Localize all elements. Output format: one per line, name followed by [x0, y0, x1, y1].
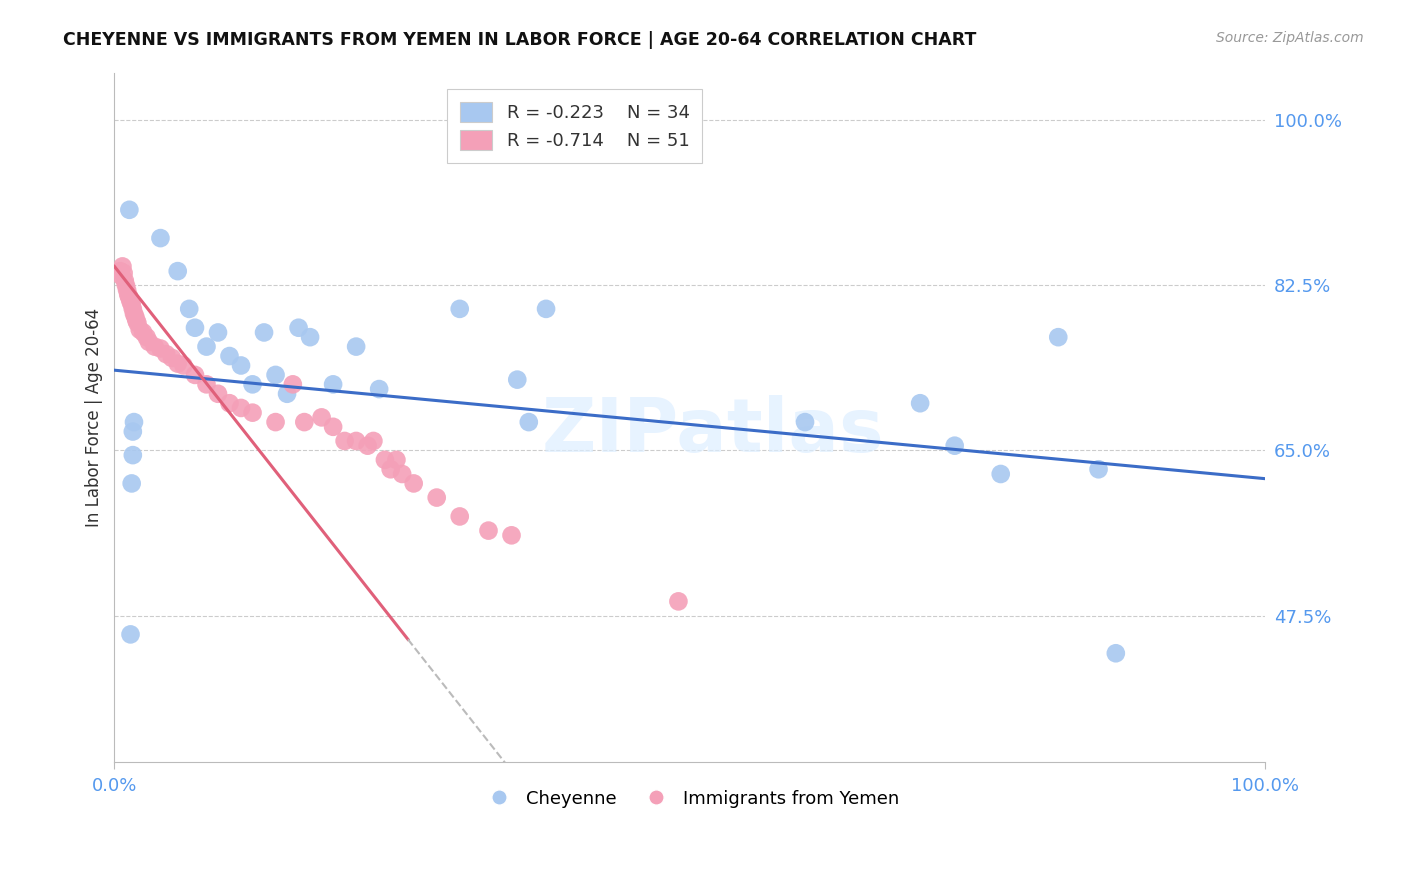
Point [207, 326, 229, 340]
Point [322, 377, 344, 392]
Point [120, 627, 142, 641]
Text: CHEYENNE VS IMMIGRANTS FROM YEMEN IN LABOR FORCE | AGE 20-64 CORRELATION CHART: CHEYENNE VS IMMIGRANTS FROM YEMEN IN LAB… [63, 31, 977, 49]
Text: Source: ZipAtlas.com: Source: ZipAtlas.com [1216, 31, 1364, 45]
Point [160, 351, 183, 365]
Point [179, 301, 201, 316]
Point [121, 476, 143, 491]
Point [128, 323, 150, 337]
Point [534, 301, 557, 316]
Point [184, 320, 207, 334]
Point [121, 301, 143, 316]
Point [127, 316, 149, 330]
Point [207, 386, 229, 401]
Point [229, 359, 252, 373]
Point [449, 509, 471, 524]
Point [344, 434, 367, 448]
Point [668, 594, 690, 608]
Point [506, 373, 529, 387]
Point [138, 334, 160, 349]
Point [135, 330, 157, 344]
Point [149, 231, 172, 245]
Point [385, 453, 408, 467]
Point [195, 340, 218, 354]
Point [149, 342, 172, 356]
Point [943, 439, 966, 453]
Point [218, 349, 240, 363]
Point [166, 357, 188, 371]
Point [122, 415, 145, 429]
Point [517, 415, 540, 429]
Point [344, 340, 367, 354]
Point [356, 439, 378, 453]
Point [121, 448, 143, 462]
Point [121, 425, 143, 439]
Point [253, 326, 276, 340]
Point [374, 453, 396, 467]
Point [368, 382, 391, 396]
Point [264, 415, 287, 429]
Point [121, 297, 143, 311]
Point [391, 467, 413, 481]
Point [501, 528, 523, 542]
Point [124, 310, 146, 324]
Point [195, 377, 218, 392]
Point [794, 415, 817, 429]
Point [287, 320, 309, 334]
Point [333, 434, 356, 448]
Point [184, 368, 207, 382]
Point [299, 330, 322, 344]
Point [115, 278, 138, 293]
Point [292, 415, 315, 429]
Point [122, 307, 145, 321]
Point [477, 524, 499, 538]
Point [990, 467, 1012, 481]
Point [380, 462, 402, 476]
Point [111, 260, 134, 274]
Text: ZIPatlas: ZIPatlas [541, 394, 884, 467]
Point [281, 377, 304, 392]
Point [229, 401, 252, 415]
Point [172, 359, 194, 373]
Point [118, 202, 141, 217]
Point [908, 396, 931, 410]
Point [110, 268, 132, 283]
Point [117, 287, 139, 301]
Point [166, 264, 188, 278]
Y-axis label: In Labor Force | Age 20-64: In Labor Force | Age 20-64 [86, 308, 103, 527]
Point [1087, 462, 1109, 476]
Point [115, 283, 138, 297]
Point [1105, 646, 1128, 660]
Point [120, 294, 142, 309]
Point [242, 406, 264, 420]
Point [363, 434, 385, 448]
Point [132, 326, 155, 340]
Point [125, 313, 148, 327]
Point [264, 368, 287, 382]
Point [143, 340, 166, 354]
Point [322, 419, 344, 434]
Point [426, 491, 449, 505]
Point [114, 274, 136, 288]
Point [112, 266, 135, 280]
Point [155, 347, 177, 361]
Point [402, 476, 425, 491]
Point [108, 264, 131, 278]
Point [218, 396, 240, 410]
Point [449, 301, 471, 316]
Point [276, 386, 298, 401]
Point [311, 410, 333, 425]
Point [242, 377, 264, 392]
Point [1047, 330, 1070, 344]
Point [118, 291, 141, 305]
Legend: Cheyenne, Immigrants from Yemen: Cheyenne, Immigrants from Yemen [474, 782, 907, 814]
